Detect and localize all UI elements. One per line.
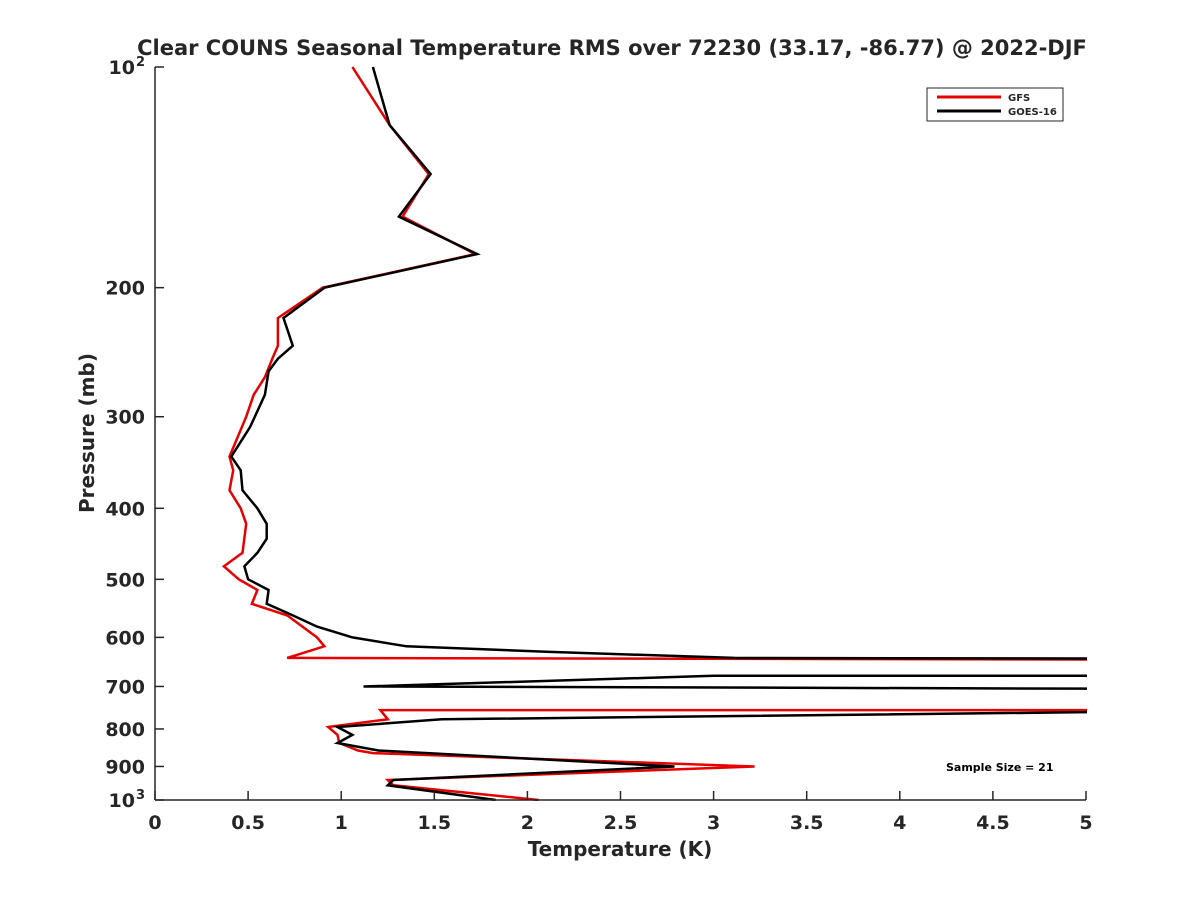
x-tick-label: 3 [707,812,720,834]
x-tick-label: 0.5 [231,812,265,834]
y-tick-exponent: 3 [136,788,145,803]
y-tick-label: 10 [109,57,135,79]
y-tick-label: 900 [105,756,145,778]
chart-title: Clear COUNS Seasonal Temperature RMS ove… [137,36,1087,60]
y-tick-label: 200 [105,278,145,300]
x-tick-label: 4 [893,812,906,834]
y-tick-label: 600 [105,627,145,649]
x-tick-label: 2.5 [604,812,638,834]
x-tick-label: 4.5 [976,812,1010,834]
series-line-goes16 [229,66,1087,801]
x-tick-label: 2 [521,812,534,834]
x-tick-label: 3.5 [790,812,824,834]
sample-size-annotation: Sample Size = 21 [946,761,1053,774]
x-tick-label: 1.5 [417,812,451,834]
legend: GFS GOES-16 [926,87,1064,122]
y-tick-label: 800 [105,719,145,741]
y-tick-label: 400 [105,498,145,520]
x-tick-label: 1 [335,812,348,834]
x-tick-label: 5 [1079,812,1092,834]
y-tick-label: 700 [105,676,145,698]
y-axis-label: Pressure (mb) [75,353,99,513]
y-tick-label: 500 [105,569,145,591]
y-tick-exponent: 2 [136,55,145,70]
series-line-gfs [221,66,1087,801]
y-tick-label: 300 [105,407,145,429]
legend-label-gfs: GFS [1008,93,1030,104]
legend-label-goes16: GOES-16 [1008,107,1057,118]
x-axis-label: Temperature (K) [528,837,713,861]
x-tick-label: 0 [148,812,161,834]
legend-box [926,87,1064,122]
y-tick-label: 10 [109,790,135,812]
